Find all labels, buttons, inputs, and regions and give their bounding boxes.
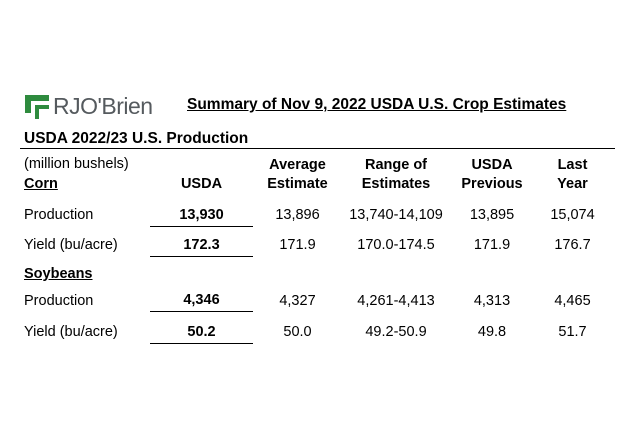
last-year-value: 4,465	[554, 293, 591, 309]
last-year-value: 15,074	[550, 207, 595, 223]
row-label: Yield (bu/acre)	[24, 237, 118, 253]
row-label: Production	[24, 207, 94, 223]
last-year-value: 176.7	[554, 237, 591, 253]
col-header-range: Range of Estimates	[340, 156, 452, 194]
col-header-average-line1: Average	[269, 157, 326, 173]
logo-text: RJO'Brien	[53, 93, 153, 119]
usda-previous-value: 13,895	[469, 207, 515, 223]
page-title: Summary of Nov 9, 2022 USDA U.S. Crop Es…	[187, 96, 567, 113]
usda-value: 50.2	[187, 324, 216, 340]
units-label: (million bushels)	[24, 156, 129, 172]
section-heading: USDA 2022/23 U.S. Production	[24, 130, 249, 147]
usda-underline	[150, 343, 253, 344]
range-value: 4,261-4,413	[357, 293, 435, 309]
col-header-previous: USDA Previous	[447, 156, 537, 194]
col-header-last-year-line2: Year	[557, 176, 588, 192]
col-header-range-line2: Estimates	[361, 176, 431, 192]
row-label: Yield (bu/acre)	[24, 324, 118, 340]
col-header-usda-text: USDA	[180, 176, 223, 192]
col-header-last-year: Last Year	[530, 156, 615, 194]
range-value: 13,740-14,109	[349, 207, 443, 223]
col-header-usda: USDA	[150, 175, 253, 194]
average-estimate-value: 50.0	[283, 324, 312, 340]
average-estimate-value: 13,896	[275, 207, 320, 223]
rjobrien-logo-icon	[25, 95, 49, 119]
usda-previous-value: 171.9	[473, 237, 511, 253]
usda-underline	[150, 226, 253, 227]
usda-underline	[150, 256, 253, 257]
range-value: 49.2-50.9	[365, 324, 427, 340]
average-estimate-value: 171.9	[279, 237, 316, 253]
usda-value: 13,930	[179, 207, 224, 223]
col-header-previous-line1: USDA	[471, 157, 513, 173]
col-header-average: Average Estimate	[250, 156, 345, 194]
col-header-average-line2: Estimate	[267, 176, 328, 192]
crop-label-soybeans: Soybeans	[24, 266, 93, 282]
row-label: Production	[24, 293, 94, 309]
header-divider	[20, 148, 615, 149]
col-header-previous-line2: Previous	[461, 176, 523, 192]
last-year-value: 51.7	[558, 324, 587, 340]
range-value: 170.0-174.5	[357, 237, 435, 253]
col-header-range-line1: Range of	[364, 157, 428, 173]
usda-underline	[150, 311, 253, 312]
usda-previous-value: 4,313	[473, 293, 511, 309]
usda-previous-value: 49.8	[477, 324, 507, 340]
crop-label-corn: Corn	[24, 176, 58, 192]
usda-value: 4,346	[183, 292, 220, 308]
usda-value: 172.3	[183, 237, 220, 253]
average-estimate-value: 4,327	[279, 293, 316, 309]
col-header-last-year-line1: Last	[557, 157, 588, 173]
